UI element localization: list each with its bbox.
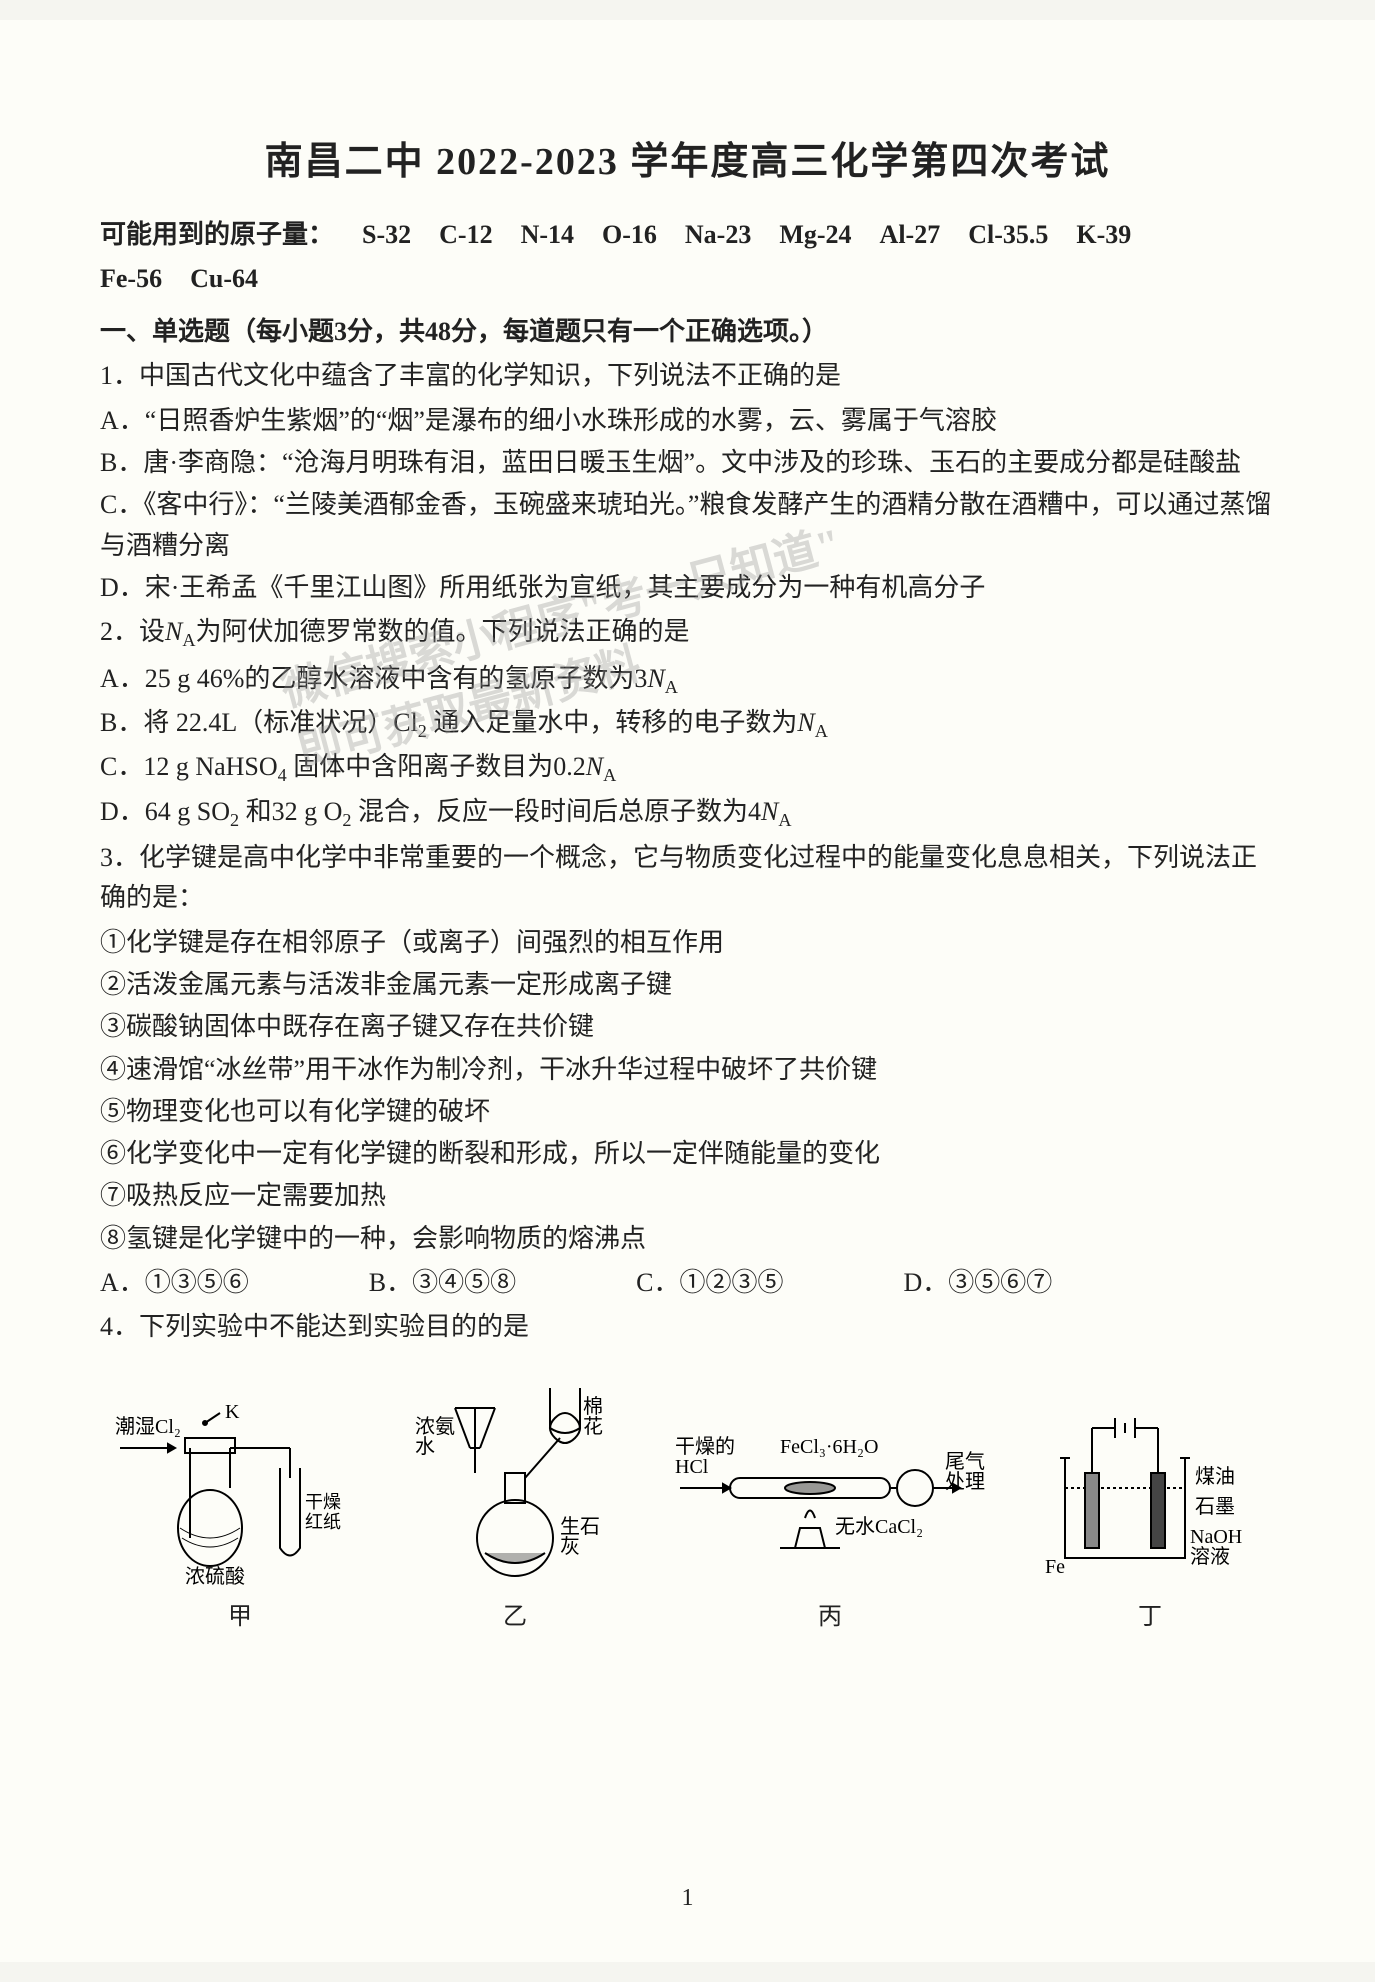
q1-option-c: C．《客中行》：“兰陵美酒郁金香，玉碗盛来琥珀光。”粮食发酵产生的酒精分散在酒糟… bbox=[100, 485, 1275, 566]
diagram-ding: 煤油 石墨 Fe NaOH溶液 丁 bbox=[1035, 1398, 1265, 1631]
q1-option-a: A．“日照香炉生紫烟”的“烟”是瀑布的细小水珠形成的水雾，云、雾属于气溶胶 bbox=[100, 401, 1275, 441]
q2d-na: N bbox=[761, 797, 778, 826]
atomic-mass-item: Na-23 bbox=[685, 220, 751, 249]
jia-cl2-label: 潮湿Cl₂ bbox=[115, 1415, 181, 1438]
question-3: 3．化学键是高中化学中非常重要的一个概念，它与物质变化过程中的能量变化息息相关，… bbox=[100, 838, 1275, 1303]
jia-label: 甲 bbox=[110, 1596, 370, 1631]
q2b-p: B．将 22.4L（标准状况）Cl bbox=[100, 708, 418, 737]
q1-stem: 1．中国古代文化中蕴含了丰富的化学知识，下列说法不正确的是 bbox=[100, 356, 1275, 396]
jia-h2so4-label: 浓硫酸 bbox=[185, 1565, 245, 1588]
atomic-mass-item: N-14 bbox=[521, 220, 574, 249]
q2b-sf: 通入足量水中，转移的电子数为 bbox=[427, 708, 798, 737]
ding-svg: 煤油 石墨 Fe NaOH溶液 bbox=[1035, 1398, 1265, 1588]
q3-opt-c: C．①②③⑤ bbox=[636, 1263, 783, 1303]
q2b-na: N bbox=[797, 708, 814, 737]
q1-option-b: B．唐·李商隐：“沧海月明珠有泪，蓝田日暖玉生烟”。文中涉及的珍珠、玉石的主要成… bbox=[100, 443, 1275, 483]
q2c-s: 4 bbox=[278, 766, 287, 786]
q3-s4: ④速滑馆“冰丝带”用干冰作为制冷剂，干冰升华过程中破坏了共价键 bbox=[100, 1050, 1275, 1090]
atomic-mass-line: 可能用到的原子量： S-32 C-12 N-14 O-16 Na-23 Mg-24 Al-27… bbox=[100, 213, 1275, 301]
q2b-s: 2 bbox=[418, 721, 427, 741]
atomic-mass-item: S-32 bbox=[362, 220, 411, 249]
bing-cacl2-label: 无水CaCl₂ bbox=[835, 1515, 923, 1538]
q2-na-sub: A bbox=[182, 630, 195, 650]
diagram-jia: 潮湿Cl₂ K 浓硫酸 干燥红纸 甲 bbox=[110, 1398, 370, 1631]
yi-cotton-label: 棉花 bbox=[583, 1395, 603, 1438]
atomic-mass-item: K-39 bbox=[1076, 220, 1131, 249]
exam-title: 南昌二中 2022-2023 学年度高三化学第四次考试 bbox=[100, 130, 1275, 185]
q1-option-d: D．宋·王希孟《千里江山图》所用纸张为宣纸，其主要成分为一种有机高分子 bbox=[100, 568, 1275, 608]
q3-s6: ⑥化学变化中一定有化学键的断裂和形成，所以一定伴随能量的变化 bbox=[100, 1134, 1275, 1174]
jia-paper-label: 干燥红纸 bbox=[305, 1492, 341, 1532]
atomic-mass-item: C-12 bbox=[439, 220, 492, 249]
question-4: 4．下列实验中不能达到实验目的的是 bbox=[100, 1307, 1275, 1347]
q3-s5: ⑤物理变化也可以有化学键的破坏 bbox=[100, 1092, 1275, 1132]
q3-opt-d: D．③⑤⑥⑦ bbox=[903, 1263, 1052, 1303]
q2b-nas: A bbox=[815, 721, 828, 741]
jia-k-label: K bbox=[225, 1401, 240, 1423]
q3-stem: 3．化学键是高中化学中非常重要的一个概念，它与物质变化过程中的能量变化息息相关，… bbox=[100, 838, 1275, 919]
yi-svg: 浓氨水 棉花 生石灰 bbox=[405, 1378, 625, 1588]
bing-fecl3-label: FeCl₃·6H₂O bbox=[780, 1436, 878, 1458]
q2a-na: N bbox=[647, 664, 664, 693]
yi-label: 乙 bbox=[405, 1596, 625, 1631]
q2d-m: 和32 g O bbox=[239, 797, 342, 826]
question-1: 1．中国古代文化中蕴含了丰富的化学知识，下列说法不正确的是 A．“日照香炉生紫烟… bbox=[100, 356, 1275, 608]
ding-oil-label: 煤油 bbox=[1195, 1465, 1235, 1488]
exam-page: 南昌二中 2022-2023 学年度高三化学第四次考试 可能用到的原子量： S-3… bbox=[0, 20, 1375, 1962]
q2d-s1: 2 bbox=[230, 810, 239, 830]
q2c-na: N bbox=[586, 752, 603, 781]
atomic-mass-item: Fe-56 bbox=[100, 264, 162, 293]
section-1-header: 一、单选题（每小题3分，共48分，每道题只有一个正确选项。） bbox=[100, 311, 1275, 348]
q3-opt-a: A．①③⑤⑥ bbox=[100, 1263, 249, 1303]
q2-stem: 2．设NA为阿伏加德罗常数的值。下列说法正确的是 bbox=[100, 612, 1275, 654]
q2d-p: D．64 g SO bbox=[100, 797, 230, 826]
q3-s8: ⑧氢键是化学键中的一种，会影响物质的熔沸点 bbox=[100, 1219, 1275, 1259]
q2c-nas: A bbox=[603, 766, 616, 786]
q3-s2: ②活泼金属元素与活泼非金属元素一定形成离子键 bbox=[100, 965, 1275, 1005]
q2a-sub: A bbox=[665, 677, 678, 697]
q2-suffix: 为阿伏加德罗常数的值。下列说法正确的是 bbox=[196, 617, 690, 646]
bing-hcl-label: 干燥的HCl bbox=[675, 1435, 735, 1478]
atomic-mass-item: Cu-64 bbox=[190, 264, 258, 293]
q2-option-d: D．64 g SO2 和32 g O2 混合，反应一段时间后总原子数为4NA bbox=[100, 792, 1275, 834]
q2-na: N bbox=[165, 617, 182, 646]
atomic-mass-label: 可能用到的原子量： bbox=[100, 220, 334, 249]
q4-stem: 4．下列实验中不能达到实验目的的是 bbox=[100, 1307, 1275, 1347]
q2c-p: C．12 g NaHSO bbox=[100, 752, 278, 781]
bing-svg: 干燥的HCl FeCl₃·6H₂O 无水CaCl₂ 尾气处理 bbox=[660, 1418, 1000, 1588]
q2c-sf: 固体中含阳离子数目为0.2 bbox=[287, 752, 586, 781]
atomic-mass-item: Al-27 bbox=[880, 220, 941, 249]
yi-cao-label: 生石灰 bbox=[560, 1515, 600, 1558]
atomic-mass-item: Mg-24 bbox=[779, 220, 851, 249]
jia-svg: 潮湿Cl₂ K 浓硫酸 干燥红纸 bbox=[110, 1398, 370, 1588]
diagrams-row: 潮湿Cl₂ K 浓硫酸 干燥红纸 甲 bbox=[100, 1378, 1275, 1631]
q3-options: A．①③⑤⑥ B．③④⑤⑧ C．①②③⑤ D．③⑤⑥⑦ bbox=[100, 1263, 1275, 1303]
question-2: 2．设NA为阿伏加德罗常数的值。下列说法正确的是 A．25 g 46%的乙醇水溶… bbox=[100, 612, 1275, 834]
ding-fe-label: Fe bbox=[1045, 1556, 1065, 1578]
diagram-yi: 浓氨水 棉花 生石灰 乙 bbox=[405, 1378, 625, 1631]
q2-option-a: A．25 g 46%的乙醇水溶液中含有的氢原子数为3NA bbox=[100, 659, 1275, 701]
bing-label: 丙 bbox=[660, 1596, 1000, 1631]
ding-naoh-label: NaOH溶液 bbox=[1190, 1526, 1242, 1568]
ding-label: 丁 bbox=[1035, 1596, 1265, 1631]
yi-nh3-label: 浓氨水 bbox=[415, 1415, 455, 1458]
q2a-text: A．25 g 46%的乙醇水溶液中含有的氢原子数为3 bbox=[100, 664, 647, 693]
atomic-mass-item: O-16 bbox=[602, 220, 657, 249]
q2-prefix: 2．设 bbox=[100, 617, 165, 646]
ding-graphite-label: 石墨 bbox=[1195, 1496, 1235, 1518]
q2d-sf: 混合，反应一段时间后总原子数为4 bbox=[351, 797, 761, 826]
diagram-bing: 干燥的HCl FeCl₃·6H₂O 无水CaCl₂ 尾气处理 丙 bbox=[660, 1418, 1000, 1631]
q3-s1: ①化学键是存在相邻原子（或离子）间强烈的相互作用 bbox=[100, 923, 1275, 963]
atomic-mass-item: Cl-35.5 bbox=[968, 220, 1048, 249]
bing-tail-label: 尾气处理 bbox=[945, 1450, 985, 1493]
q3-s7: ⑦吸热反应一定需要加热 bbox=[100, 1176, 1275, 1216]
q2d-nas: A bbox=[778, 810, 791, 830]
q2-option-b: B．将 22.4L（标准状况）Cl2 通入足量水中，转移的电子数为NA bbox=[100, 703, 1275, 745]
page-number: 1 bbox=[682, 1885, 694, 1912]
q3-s3: ③碳酸钠固体中既存在离子键又存在共价键 bbox=[100, 1007, 1275, 1047]
q3-opt-b: B．③④⑤⑧ bbox=[369, 1263, 516, 1303]
q2-option-c: C．12 g NaHSO4 固体中含阳离子数目为0.2NA bbox=[100, 747, 1275, 789]
